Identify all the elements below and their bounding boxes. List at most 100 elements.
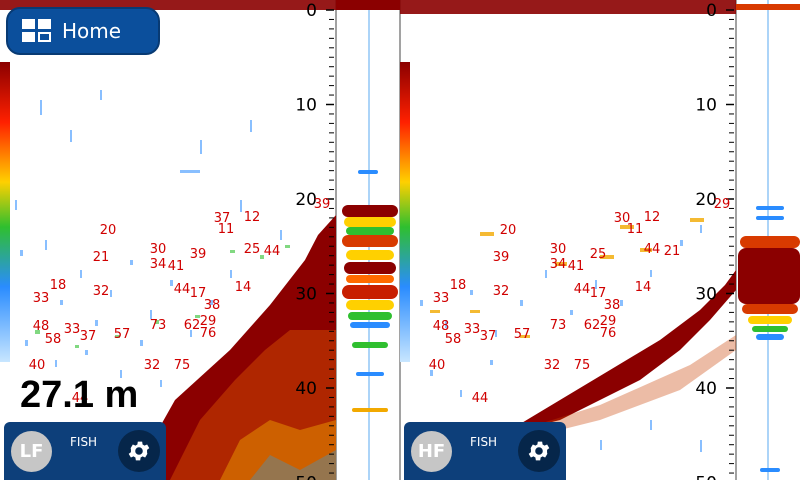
fish-depth-label: 39: [314, 197, 331, 212]
echo-noise-left: [15, 90, 282, 387]
fish-depth-label: 48: [433, 319, 450, 334]
home-label: Home: [62, 19, 122, 43]
fish-depth-label: 38: [204, 298, 221, 313]
echo-noise-left-green: [35, 245, 290, 348]
depth-scale-label: 50: [695, 474, 717, 480]
a-scope-left: [342, 170, 398, 412]
fish-depth-label: 38: [604, 298, 621, 313]
depth-scale-label: 0: [306, 1, 317, 21]
depth-scale-label: 40: [695, 379, 717, 399]
depth-readout: 27.1 m: [20, 374, 139, 416]
fish-depth-label: 20: [100, 223, 117, 238]
fish-depth-label: 12: [644, 210, 661, 225]
fish-depth-label: 29: [714, 197, 731, 212]
fish-mode-label-right: FISH: [470, 435, 498, 449]
fish-depth-label: 21: [93, 250, 110, 265]
fish-depth-label: 30: [614, 211, 631, 226]
fish-depth-label: 33: [433, 291, 450, 306]
fish-depth-label: 44: [472, 391, 489, 406]
fish-depth-label: 44: [174, 282, 191, 297]
hf-frequency-button[interactable]: HF: [411, 431, 452, 472]
fish-depth-label: 73: [550, 318, 567, 333]
fish-depth-label: 25: [244, 242, 261, 257]
home-button[interactable]: Home: [6, 7, 160, 55]
fish-depth-label: 32: [493, 284, 510, 299]
gear-icon: [128, 441, 150, 461]
depth-scale-label: 30: [295, 285, 317, 305]
fish-depth-label: 29: [200, 314, 217, 329]
fish-depth-label: 25: [590, 247, 607, 262]
fish-depth-label: 14: [635, 280, 652, 295]
fish-depth-label: 40: [29, 358, 46, 373]
fish-depth-label: 75: [574, 358, 591, 373]
fish-depth-label: 14: [235, 280, 252, 295]
a-scope-right: [738, 206, 800, 472]
depth-scale-label: 10: [695, 96, 717, 116]
fish-depth-label: 17: [190, 286, 207, 301]
fish-depth-label: 37: [480, 329, 497, 344]
fish-depth-label: 39: [190, 247, 207, 262]
echo-noise-right: [420, 225, 702, 452]
fish-depth-label: 57: [514, 327, 531, 342]
fish-depth-label: 41: [568, 259, 585, 274]
fish-depth-label: 62: [584, 318, 601, 333]
fish-depth-label: 48: [33, 319, 50, 334]
fish-depth-label: 44: [574, 282, 591, 297]
fish-depth-label: 58: [445, 332, 462, 347]
bottom-echo-left: [130, 215, 336, 480]
fish-depth-label: 34: [150, 257, 167, 272]
fish-depth-label: 21: [664, 244, 681, 259]
gear-icon: [528, 441, 550, 461]
depth-scale-label: 20: [695, 190, 717, 210]
fish-depth-label: 76: [200, 326, 217, 341]
fish-depth-label: 41: [168, 259, 185, 274]
fish-depth-label: 44: [264, 244, 281, 259]
fish-depth-label: 12: [244, 210, 261, 225]
depth-scale-label: 40: [295, 379, 317, 399]
lf-frequency-button[interactable]: LF: [11, 431, 52, 472]
depth-scale-label: 20: [295, 190, 317, 210]
fish-depth-label: 30: [550, 242, 567, 257]
fish-depth-label: 57: [114, 327, 131, 342]
fish-arches-right: [430, 218, 704, 338]
depth-scale-label: 10: [295, 96, 317, 116]
fish-depth-label: 39: [493, 250, 510, 265]
left-panel-controls: LF FISH: [4, 422, 166, 480]
fish-depth-label: 20: [500, 223, 517, 238]
color-scale-right: [400, 62, 410, 362]
fish-depth-label: 33: [464, 322, 481, 337]
depth-scale-left: 0 10 20 30 40 50: [295, 1, 334, 480]
fish-depth-label: 44: [644, 242, 661, 257]
fish-depth-label: 37: [80, 329, 97, 344]
right-panel-controls: HF FISH: [404, 422, 566, 480]
fish-depth-label: 58: [45, 332, 62, 347]
fish-depth-label: 18: [450, 278, 467, 293]
depth-scale-label: 50: [295, 474, 317, 480]
depth-scale-label: 30: [695, 285, 717, 305]
color-scale-left: [0, 62, 10, 362]
depth-scale-label: 0: [706, 1, 717, 21]
home-grid-icon: [22, 19, 52, 43]
fish-depth-label: 40: [429, 358, 446, 373]
settings-button-left[interactable]: [118, 430, 160, 472]
fish-mode-label-left: FISH: [70, 435, 98, 449]
fish-depth-label: 32: [144, 358, 161, 373]
fish-depth-label: 17: [590, 286, 607, 301]
fish-depth-label: 29: [600, 314, 617, 329]
fish-depth-label: 34: [550, 257, 567, 272]
fish-depth-label: 32: [93, 284, 110, 299]
settings-button-right[interactable]: [518, 430, 560, 472]
fish-depth-label: 33: [33, 291, 50, 306]
fish-depth-label: 30: [150, 242, 167, 257]
fish-depth-label: 18: [50, 278, 67, 293]
fish-depth-label: 32: [544, 358, 561, 373]
fish-depth-label: 76: [600, 326, 617, 341]
depth-scale-right: 0 10 20 30 40 50: [695, 1, 734, 480]
fish-depth-label: 11: [218, 222, 235, 237]
fish-depth-label: 11: [627, 222, 644, 237]
fish-depth-label: 37: [214, 211, 231, 226]
fish-depth-label: 44: [72, 391, 89, 406]
